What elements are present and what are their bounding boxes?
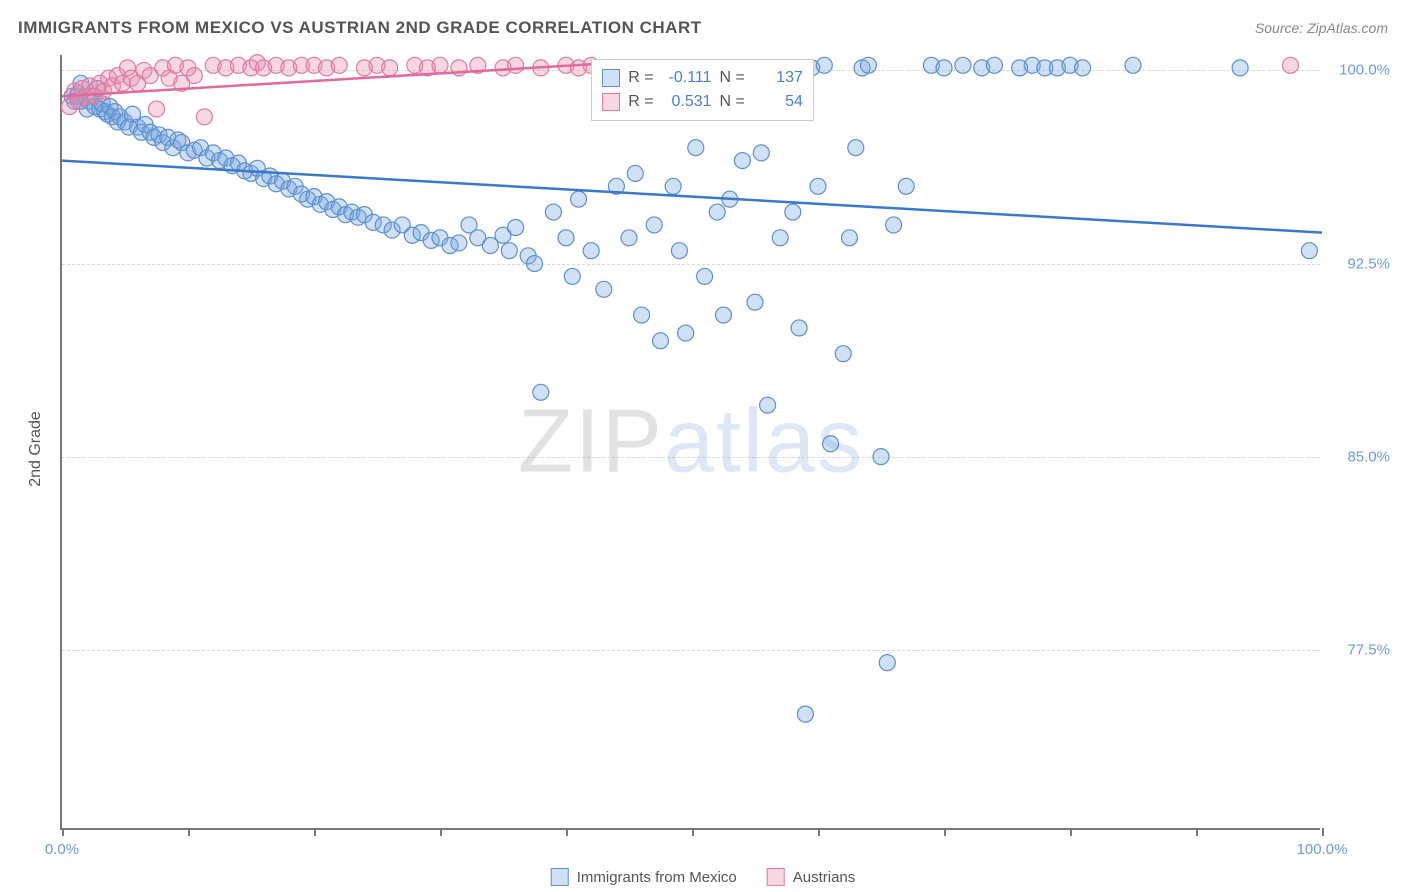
data-point: [760, 397, 776, 413]
legend-label: Immigrants from Mexico: [577, 869, 737, 886]
data-point: [508, 220, 524, 236]
data-point: [508, 57, 524, 73]
data-point: [678, 325, 694, 341]
data-point: [382, 60, 398, 76]
data-point: [747, 294, 763, 310]
data-point: [791, 320, 807, 336]
data-point: [665, 178, 681, 194]
data-point: [583, 243, 599, 259]
data-point: [1283, 57, 1299, 73]
data-point: [688, 140, 704, 156]
data-point: [1125, 57, 1141, 73]
trend-line: [62, 161, 1322, 233]
data-point: [879, 655, 895, 671]
data-point: [596, 281, 612, 297]
stats-row: R = -0.111 N = 137: [602, 66, 803, 90]
y-tick-label: 92.5%: [1347, 255, 1390, 272]
chart-svg: [62, 55, 1322, 830]
r-value: 0.531: [662, 90, 712, 114]
data-point: [936, 60, 952, 76]
data-point: [873, 449, 889, 465]
chart-title: IMMIGRANTS FROM MEXICO VS AUSTRIAN 2ND G…: [18, 18, 702, 38]
data-point: [848, 140, 864, 156]
data-point: [955, 57, 971, 73]
data-point: [149, 101, 165, 117]
data-point: [564, 268, 580, 284]
data-point: [816, 57, 832, 73]
data-point: [196, 109, 212, 125]
data-point: [835, 346, 851, 362]
data-point: [653, 333, 669, 349]
data-point: [558, 230, 574, 246]
data-point: [709, 204, 725, 220]
data-point: [842, 230, 858, 246]
chart-container: IMMIGRANTS FROM MEXICO VS AUSTRIAN 2ND G…: [0, 0, 1406, 892]
data-point: [527, 256, 543, 272]
data-point: [734, 153, 750, 169]
plot-area: ZIPatlas R =-0.111 N =137R =0.531 N =54 …: [60, 55, 1320, 830]
data-point: [785, 204, 801, 220]
stats-box: R = -0.111 N = 137 R = 0.531 N = 54: [591, 59, 814, 121]
legend-swatch: [551, 868, 569, 886]
legend-item: Immigrants from Mexico: [551, 868, 737, 886]
data-point: [716, 307, 732, 323]
data-point: [501, 243, 517, 259]
data-point: [1301, 243, 1317, 259]
y-axis-label: 2nd Grade: [27, 411, 45, 487]
data-point: [186, 68, 202, 84]
data-point: [797, 706, 813, 722]
y-tick-label: 85.0%: [1347, 448, 1390, 465]
data-point: [432, 57, 448, 73]
data-point: [571, 191, 587, 207]
n-value: 137: [753, 66, 803, 90]
r-label: R =: [628, 66, 653, 90]
data-point: [823, 436, 839, 452]
data-point: [621, 230, 637, 246]
legend-swatch: [602, 69, 620, 87]
legend-swatch: [767, 868, 785, 886]
n-value: 54: [753, 90, 803, 114]
x-tick-label: 0.0%: [45, 841, 79, 858]
data-point: [627, 165, 643, 181]
source-attribution: Source: ZipAtlas.com: [1255, 20, 1388, 36]
legend-label: Austrians: [793, 869, 856, 886]
data-point: [1075, 60, 1091, 76]
data-point: [860, 57, 876, 73]
data-point: [697, 268, 713, 284]
stats-row: R = 0.531 N = 54: [602, 90, 803, 114]
data-point: [810, 178, 826, 194]
data-point: [886, 217, 902, 233]
x-tick: [1322, 828, 1324, 836]
data-point: [545, 204, 561, 220]
n-label: N =: [720, 90, 745, 114]
data-point: [1232, 60, 1248, 76]
data-point: [898, 178, 914, 194]
x-tick-label: 100.0%: [1297, 841, 1348, 858]
title-row: IMMIGRANTS FROM MEXICO VS AUSTRIAN 2ND G…: [18, 18, 1388, 38]
data-point: [331, 57, 347, 73]
data-point: [634, 307, 650, 323]
r-label: R =: [628, 90, 653, 114]
n-label: N =: [720, 66, 745, 90]
r-value: -0.111: [662, 66, 712, 90]
data-point: [772, 230, 788, 246]
data-point: [671, 243, 687, 259]
legend: Immigrants from Mexico Austrians: [551, 868, 856, 886]
data-point: [753, 145, 769, 161]
data-point: [451, 235, 467, 251]
data-point: [533, 384, 549, 400]
y-tick-label: 77.5%: [1347, 641, 1390, 658]
legend-swatch: [602, 93, 620, 111]
y-tick-label: 100.0%: [1339, 62, 1390, 79]
data-point: [986, 57, 1002, 73]
data-point: [646, 217, 662, 233]
legend-item: Austrians: [767, 868, 856, 886]
